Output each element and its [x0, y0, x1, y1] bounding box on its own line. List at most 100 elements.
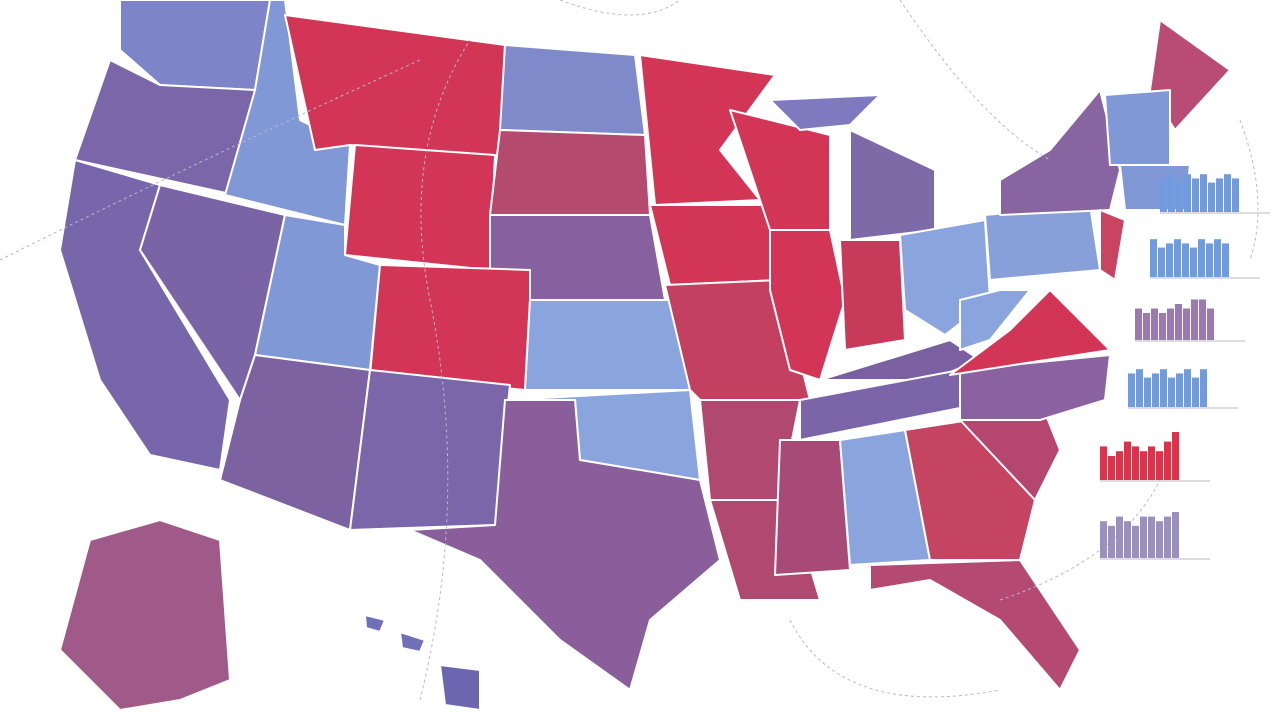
state [74, 59, 256, 196]
bar [1135, 308, 1142, 340]
bar [1156, 451, 1163, 480]
bar [1164, 441, 1171, 480]
state [639, 54, 776, 206]
bar [1166, 243, 1173, 277]
guide-line [899, 0, 1051, 161]
bar [1176, 182, 1183, 212]
bar [1176, 373, 1183, 407]
bar [1182, 243, 1189, 277]
state [984, 204, 1101, 281]
bar [1198, 239, 1205, 277]
bar [1152, 373, 1159, 407]
bar [1156, 521, 1163, 558]
state [959, 289, 1031, 351]
state [369, 264, 531, 391]
bar [1160, 369, 1167, 407]
bar [1172, 432, 1179, 480]
state [839, 239, 906, 351]
bar [1214, 239, 1221, 277]
bar [1175, 304, 1182, 340]
bar [1128, 373, 1135, 407]
state [904, 419, 1036, 561]
bar [1222, 243, 1229, 277]
bar [1108, 525, 1115, 558]
state [999, 89, 1121, 216]
state [364, 614, 386, 633]
bar [1140, 451, 1147, 480]
guide-lines [0, 0, 1259, 701]
bar [1144, 377, 1151, 407]
bar [1200, 174, 1207, 212]
bar [1183, 308, 1190, 340]
state [949, 289, 1111, 376]
state [489, 129, 651, 216]
bar [1148, 446, 1155, 480]
bar [1132, 525, 1139, 558]
state [869, 559, 1081, 691]
guide-line [0, 59, 421, 261]
bar [1168, 174, 1175, 212]
guide-line [559, 0, 681, 16]
state [849, 129, 936, 241]
bar [1158, 247, 1165, 277]
bar [1206, 243, 1213, 277]
bar [1160, 178, 1167, 212]
state [344, 144, 496, 271]
bar [1200, 369, 1207, 407]
bar [1143, 313, 1150, 340]
state [774, 439, 851, 576]
state [1104, 89, 1171, 166]
state [1099, 209, 1126, 281]
state [439, 664, 481, 711]
state [399, 631, 426, 653]
bar [1124, 441, 1131, 480]
bar [1224, 174, 1231, 212]
bar [1164, 516, 1171, 558]
bar [1124, 521, 1131, 558]
bar [1192, 178, 1199, 212]
bar [1150, 239, 1157, 277]
bar [1140, 516, 1147, 558]
state [219, 354, 371, 531]
state [769, 94, 881, 131]
bar [1174, 239, 1181, 277]
bar [1232, 178, 1239, 212]
bar [1192, 377, 1199, 407]
guide-line [789, 619, 1001, 698]
state [284, 14, 506, 161]
bar [1191, 299, 1198, 340]
state [499, 44, 646, 136]
state [524, 299, 691, 391]
bar [1136, 369, 1143, 407]
state [349, 369, 511, 531]
bar [1100, 521, 1107, 558]
bar [1208, 182, 1215, 212]
state [959, 354, 1111, 421]
bar [1184, 174, 1191, 212]
bar [1199, 299, 1206, 340]
state [649, 204, 781, 286]
bar [1216, 178, 1223, 212]
bar [1168, 377, 1175, 407]
bar [1159, 313, 1166, 340]
states [59, 0, 1231, 711]
bar [1167, 308, 1174, 340]
bar [1207, 308, 1214, 340]
state [59, 519, 231, 711]
state [409, 399, 721, 691]
guide-line [419, 39, 471, 701]
bar [1132, 446, 1139, 480]
bar [1151, 308, 1158, 340]
bar [1190, 247, 1197, 277]
bar [1172, 512, 1179, 558]
bar [1108, 456, 1115, 480]
guide-line [1239, 119, 1259, 261]
bar [1100, 446, 1107, 480]
bar [1148, 516, 1155, 558]
bar [1116, 516, 1123, 558]
bar [1116, 451, 1123, 480]
bar [1184, 369, 1191, 407]
mini-charts [1100, 174, 1270, 560]
